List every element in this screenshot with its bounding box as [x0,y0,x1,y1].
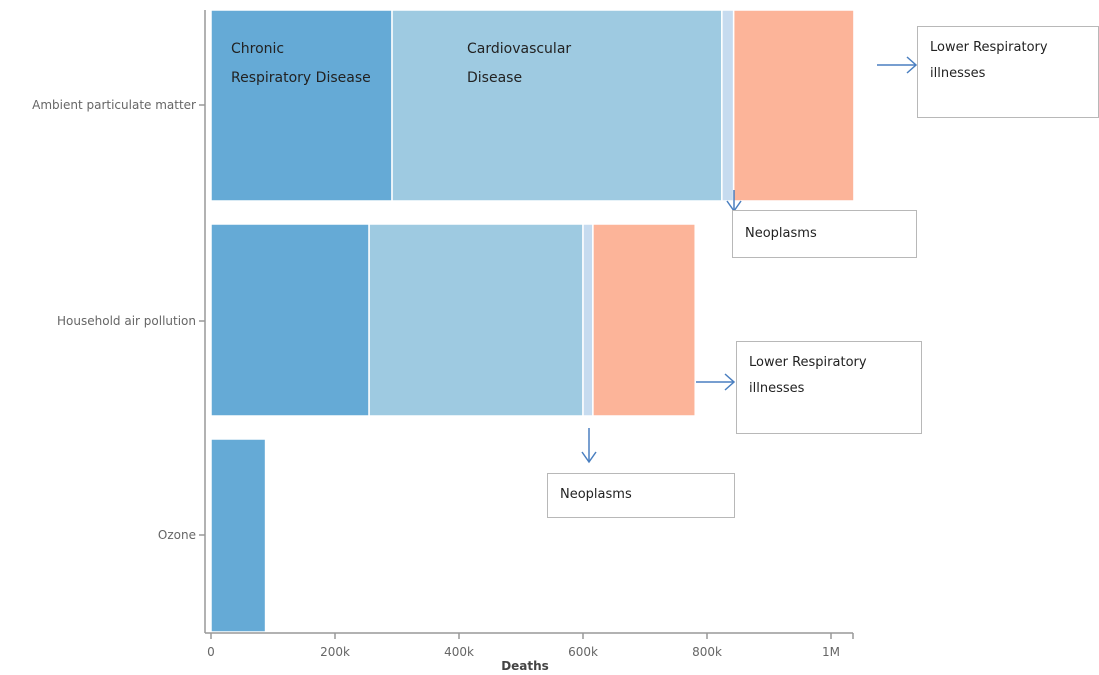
x-axis-title: Deaths [501,659,549,673]
annotation-callout-line: illnesses [930,66,986,81]
bar-segment [210,438,267,633]
y-tick-label: Ambient particulate matter [32,98,196,112]
arrow-head [581,451,597,464]
arrow-head [906,56,918,74]
annotation-callout-lower-respiratory-middle: Lower Respiratory illnesses [736,341,922,434]
bar-segment [592,223,696,417]
annotation-callout-line: Lower Respiratory [749,355,867,370]
annotation-callout-neoplasms-top: Neoplasms [732,210,917,258]
segment-label-cardio-line1: Cardiovascular [467,41,571,57]
arrow-right [696,373,736,391]
bar-segment [368,223,584,417]
bar-segment [210,9,393,202]
bar-segment [391,9,723,202]
x-tick-label: 800k [692,645,722,659]
segment-label-chronic-line1: Chronic [231,41,284,57]
annotation-callout-line: Neoplasms [560,487,632,502]
segment-labels: Chronic Respiratory Disease Cardiovascul… [231,41,571,86]
arrow-head [724,373,736,391]
y-tick-label: Ozone [158,528,196,542]
segment-label-cardio-line2: Disease [467,70,522,86]
bar-segment [210,223,370,417]
annotation-callout-line: illnesses [749,381,805,396]
x-tick-label: 600k [568,645,598,659]
bar-segment [721,9,735,202]
y-tick-label: Household air pollution [57,314,196,328]
annotation-callout-line: Lower Respiratory [930,40,1048,55]
x-tick-label: 0 [207,645,215,659]
segment-label-chronic-line2: Respiratory Disease [231,70,371,86]
bar-segment [732,9,855,202]
annotation-callout-line: Neoplasms [745,226,817,241]
annotation-callout-lower-respiratory-top: Lower Respiratory illnesses [917,26,1099,118]
arrow-right [877,56,918,74]
axes-layer: Ambient particulate matter Household air … [32,10,854,659]
annotation-callout-neoplasms-middle: Neoplasms [547,473,735,518]
x-tick-label: 1M [822,645,840,659]
bars-layer [210,9,855,633]
x-tick-label: 400k [444,645,474,659]
bar-segment [582,223,594,417]
arrow-down [581,428,597,464]
x-tick-label: 200k [320,645,350,659]
